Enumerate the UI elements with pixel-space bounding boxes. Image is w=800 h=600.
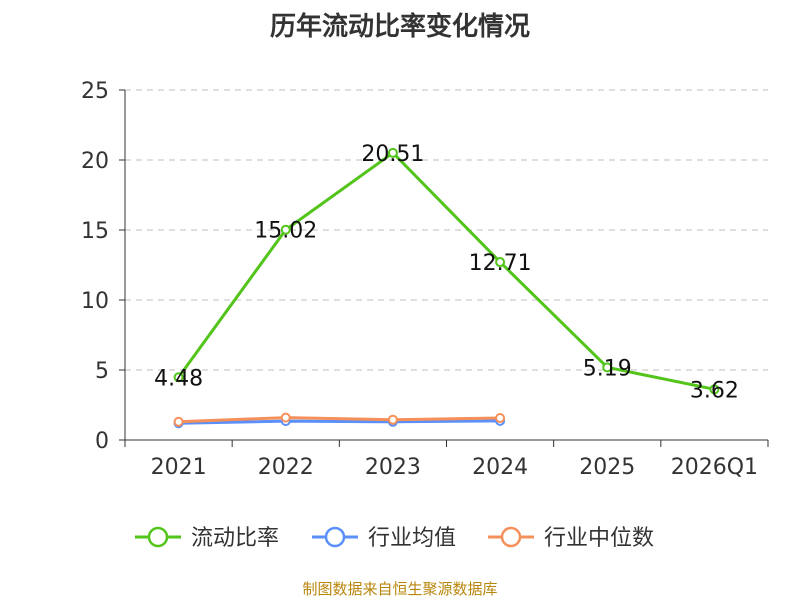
chart-title: 历年流动比率变化情况 — [269, 12, 530, 42]
legend-label-1: 流动比率 — [191, 526, 279, 551]
legend-marker-3 — [500, 526, 522, 548]
x-tick-label: 2026Q1 — [671, 455, 758, 480]
data-point — [387, 414, 398, 425]
series-line-1 — [177, 151, 715, 391]
x-tick-label: 2021 — [151, 455, 207, 480]
y-tick-label: 15 — [81, 219, 109, 244]
data-point — [495, 257, 506, 268]
data-point — [173, 372, 184, 383]
data-label: 12.71 — [469, 251, 532, 276]
x-tick-label: 2024 — [472, 455, 528, 480]
y-tick-label: 5 — [95, 359, 109, 384]
data-point — [280, 412, 291, 423]
y-tick-label: 10 — [81, 289, 109, 314]
data-label: 5.19 — [583, 356, 632, 381]
y-tick-label: 20 — [81, 149, 109, 174]
data-point — [602, 362, 613, 373]
x-tick-label: 2025 — [579, 455, 635, 480]
data-point — [387, 147, 398, 158]
source-note: 制图数据来自恒生聚源数据库 — [302, 580, 498, 598]
data-labels: 4.48 15.02 20.51 12.71 5.19 3.62 — [154, 142, 739, 403]
y-tick-label: 25 — [81, 79, 109, 104]
data-label: 20.51 — [361, 142, 424, 167]
data-point — [709, 384, 720, 395]
data-point — [173, 416, 184, 427]
data-label: 3.62 — [690, 378, 739, 403]
legend-label-3: 行业中位数 — [544, 526, 654, 551]
data-label: 15.02 — [254, 219, 317, 244]
data-point — [495, 413, 506, 424]
legend: 流动比率 行业均值 行业中位数 — [135, 526, 654, 551]
data-label: 4.48 — [154, 366, 203, 391]
y-tick-label: 0 — [95, 429, 109, 454]
legend-marker-2 — [324, 526, 346, 548]
x-tick-label: 2023 — [365, 455, 421, 480]
legend-marker-1 — [147, 526, 169, 548]
series-line-2 — [178, 419, 501, 425]
legend-label-2: 行业均值 — [368, 526, 456, 551]
series-line-3 — [178, 416, 501, 424]
data-point — [280, 224, 291, 235]
x-tick-label: 2022 — [258, 455, 314, 480]
series-lines — [173, 147, 720, 429]
grid-lines — [125, 89, 768, 371]
